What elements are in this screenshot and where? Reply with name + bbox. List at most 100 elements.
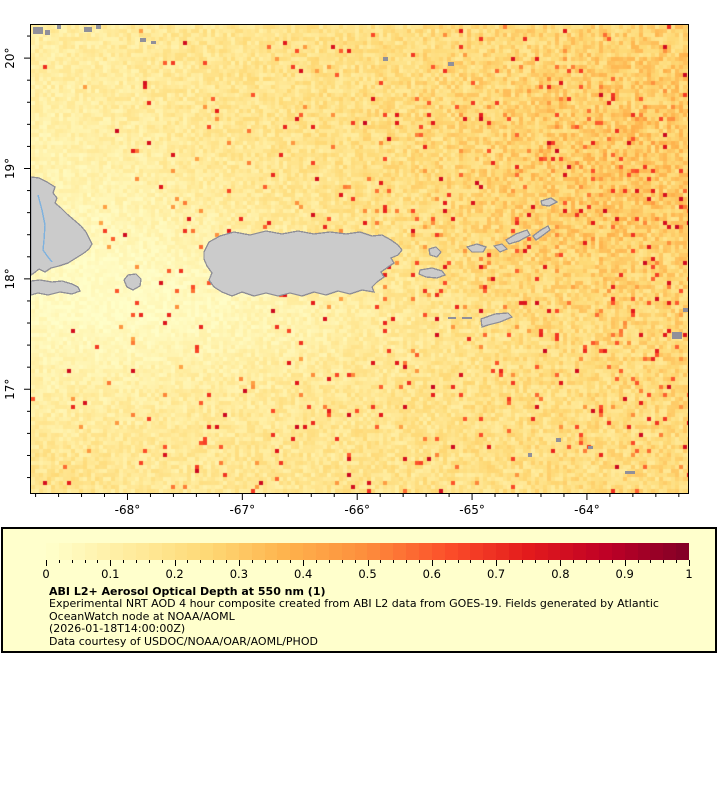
colorbar-segment — [406, 543, 419, 560]
legend-title: ABI L2+ Aerosol Optical Depth at 550 nm … — [49, 585, 326, 598]
lon-tick-label: -65° — [459, 503, 485, 517]
colorbar-minor-tick — [611, 560, 613, 563]
colorbar-minor-tick — [663, 560, 665, 563]
colorbar-minor-tick — [187, 560, 189, 563]
colorbar-minor-tick — [341, 560, 343, 563]
legend-subtitle-line2: OceanWatch node at NOAA/AOML — [49, 609, 235, 623]
colorbar-segment — [46, 543, 59, 560]
land-virgin-gorda — [532, 225, 551, 241]
lon-tick-label: -67° — [230, 503, 256, 517]
colorbar-segment — [547, 543, 561, 560]
colorbar-segment — [136, 543, 149, 560]
colorbar-minor-tick — [226, 560, 228, 563]
colorbar-segment — [586, 543, 599, 560]
colorbar-segment — [174, 543, 188, 560]
cloud-mask-speck — [45, 30, 50, 35]
cloud-mask-speck — [672, 332, 682, 339]
colorbar-segment — [123, 543, 137, 560]
colorbar-segment — [97, 543, 111, 560]
colorbar-segment — [431, 543, 445, 560]
colorbar-major-tick — [110, 560, 112, 566]
cloud-mask-speck — [57, 25, 61, 29]
colorbar-major-tick — [689, 560, 690, 566]
colorbar-minor-tick — [316, 560, 318, 563]
colorbar-minor-tick — [328, 560, 330, 563]
colorbar-minor-tick — [650, 560, 652, 563]
colorbar-segment — [226, 543, 239, 560]
colorbar-minor-tick — [71, 560, 73, 563]
colorbar-segment — [200, 543, 214, 560]
cloud-mask-speck — [33, 27, 43, 34]
colorbar-segment — [418, 543, 432, 560]
colorbar-major-tick — [560, 560, 562, 566]
colorbar-segment — [367, 543, 381, 560]
land-tortola — [505, 229, 531, 245]
land-st-john — [492, 243, 509, 253]
lat-tick-label: 20° — [3, 47, 17, 68]
colorbar-minor-tick — [547, 560, 549, 563]
colorbar-tick-label: 0.9 — [615, 567, 634, 581]
colorbar-segment — [328, 543, 342, 560]
colorbar-minor-tick — [508, 560, 510, 563]
colorbar-segment — [508, 543, 522, 560]
colorbar-segment — [161, 543, 175, 560]
colorbar-minor-tick — [200, 560, 202, 563]
colorbar-segment — [598, 543, 612, 560]
colorbar-major-tick — [46, 560, 47, 566]
legend-panel: 0 0.1 0.2 0.3 0.4 0.5 0.6 0.7 0.8 0.9 1 ABI L2+ Ae… — [1, 527, 717, 653]
colorbar-minor-tick — [573, 560, 575, 563]
colorbar-minor-tick — [290, 560, 292, 563]
colorbar-minor-tick — [406, 560, 408, 563]
cloud-mask-speck — [448, 62, 454, 66]
colorbar-segment — [238, 543, 252, 560]
land-puerto-rico — [203, 230, 403, 297]
colorbar-segment — [444, 543, 458, 560]
cloud-mask-speck — [683, 308, 688, 312]
colorbar-tick-label: 0.6 — [422, 567, 441, 581]
colorbar-segment — [483, 543, 497, 560]
colorbar-segment — [560, 543, 574, 560]
lat-tick-label: 18° — [3, 268, 17, 289]
colorbar-segment — [303, 543, 317, 560]
colorbar-tick-label: 0.1 — [101, 567, 120, 581]
cloud-mask-speck — [448, 317, 456, 319]
colorbar-minor-tick — [534, 560, 536, 563]
colorbar-tick-label: 0.4 — [294, 567, 313, 581]
colorbar-segment — [316, 543, 329, 560]
colorbar-segment — [393, 543, 407, 560]
cloud-mask-speck — [383, 57, 388, 61]
cloud-mask-speck — [84, 27, 92, 32]
colorbar-minor-tick — [598, 560, 600, 563]
colorbar-segment — [637, 543, 651, 560]
cloud-mask-speck — [556, 438, 561, 442]
colorbar-major-tick — [496, 560, 498, 566]
colorbar-segment — [521, 543, 535, 560]
colorbar-minor-tick — [58, 560, 60, 563]
land-mona-island — [123, 273, 142, 291]
colorbar-segment — [84, 543, 98, 560]
colorbar-segment — [110, 543, 124, 560]
colorbar-minor-tick — [264, 560, 266, 563]
colorbar-minor-tick — [354, 560, 356, 563]
colorbar-minor-tick — [148, 560, 150, 563]
cloud-mask-speck — [151, 41, 156, 44]
colorbar-major-tick — [624, 560, 626, 566]
colorbar — [46, 543, 689, 560]
colorbar-major-tick — [431, 560, 433, 566]
land-hispaniola-east — [31, 176, 93, 276]
colorbar-segment — [470, 543, 484, 560]
colorbar-minor-tick — [84, 560, 86, 563]
colorbar-tick-label: 0.3 — [229, 567, 249, 581]
colorbar-segment — [213, 543, 227, 560]
colorbar-segment — [573, 543, 587, 560]
colorbar-minor-tick — [277, 560, 279, 563]
colorbar-segment — [264, 543, 278, 560]
colorbar-segment — [624, 543, 638, 560]
colorbar-minor-tick — [393, 560, 395, 563]
colorbar-segment — [676, 543, 689, 560]
cloud-mask-speck — [140, 38, 146, 42]
legend-timestamp: (2026-01-18T14:00:00Z) — [49, 622, 186, 636]
colorbar-minor-tick — [251, 560, 253, 563]
colorbar-tick-label: 0.5 — [358, 567, 377, 581]
colorbar-major-tick — [174, 560, 176, 566]
